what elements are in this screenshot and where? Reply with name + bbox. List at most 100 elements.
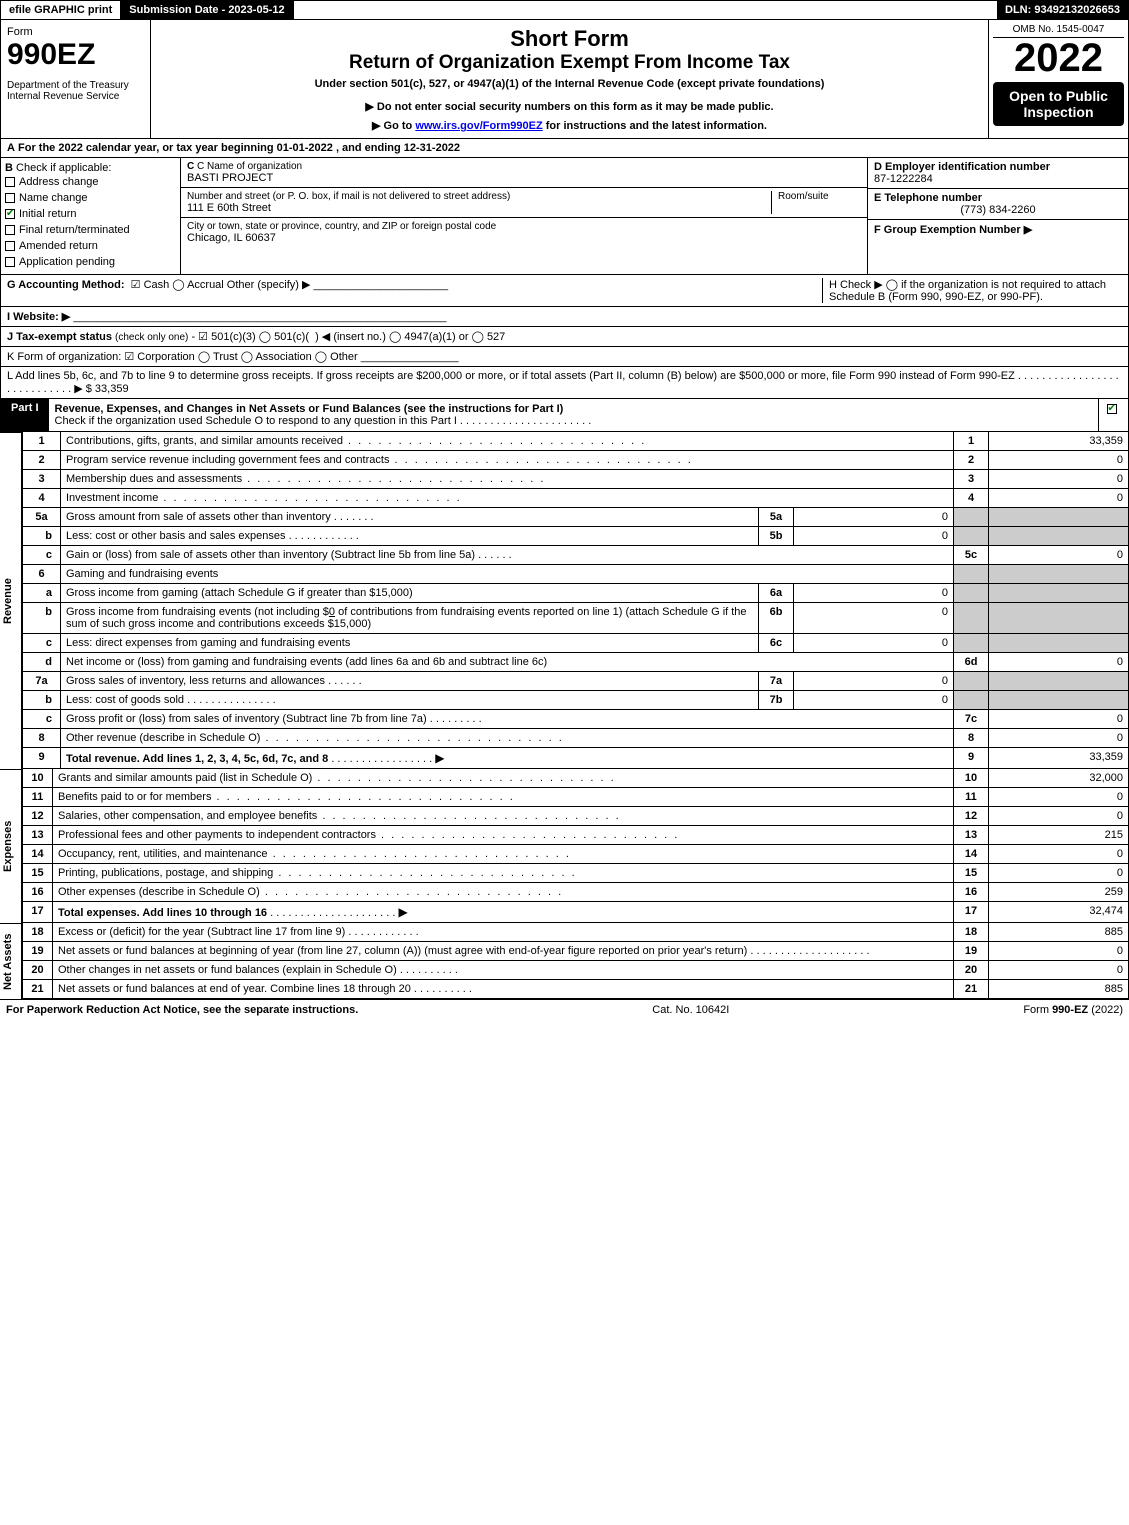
open-inspection-badge: Open to Public Inspection	[993, 82, 1124, 126]
revenue-table: 1Contributions, gifts, grants, and simil…	[22, 432, 1129, 769]
col-c-name-addr: C C Name of organization BASTI PROJECT N…	[181, 158, 868, 274]
revenue-side-label: Revenue	[0, 432, 22, 769]
netassets-table: 18Excess or (deficit) for the year (Subt…	[22, 923, 1129, 999]
table-row: 7aGross sales of inventory, less returns…	[23, 672, 1129, 691]
table-row: 19Net assets or fund balances at beginni…	[23, 942, 1129, 961]
check-final-return[interactable]: Final return/terminated	[5, 222, 176, 238]
check-name-change[interactable]: Name change	[5, 190, 176, 206]
line-1-value: 33,359	[989, 432, 1129, 451]
addr-label: Number and street (or P. O. box, if mail…	[187, 191, 771, 202]
table-row: 4Investment income40	[23, 489, 1129, 508]
line-20-value: 0	[989, 961, 1129, 980]
city-label: City or town, state or province, country…	[187, 221, 861, 232]
form-org-options[interactable]: K Form of organization: ☑ Corporation ◯ …	[7, 351, 358, 363]
phone-value: (773) 834-2260	[874, 204, 1122, 216]
check-amended-return[interactable]: Amended return	[5, 238, 176, 254]
table-row: 9Total revenue. Add lines 1, 2, 3, 4, 5c…	[23, 748, 1129, 769]
ein-label: D Employer identification number	[874, 161, 1122, 173]
line-3-value: 0	[989, 470, 1129, 489]
ssn-note: ▶ Do not enter social security numbers o…	[157, 100, 982, 113]
city-state-zip: Chicago, IL 60637	[187, 232, 861, 244]
col-def: D Employer identification number 87-1222…	[868, 158, 1128, 274]
ein-value: 87-1222284	[874, 173, 1122, 185]
page-footer: For Paperwork Reduction Act Notice, see …	[0, 999, 1129, 1020]
form-ref: Form 990-EZ (2022)	[1023, 1004, 1123, 1016]
line-19-value: 0	[989, 942, 1129, 961]
line-7c-value: 0	[989, 710, 1129, 729]
table-row: 15Printing, publications, postage, and s…	[23, 864, 1129, 883]
row-i-website: I Website: ▶ ___________________________…	[0, 307, 1129, 327]
arrow-icon: ▶	[435, 751, 444, 765]
tax-status-options[interactable]: ☑ 501(c)(3) ◯ 501(c)( ) ◀ (insert no.) ◯…	[198, 331, 505, 343]
form-word: Form	[7, 26, 144, 38]
line-14-value: 0	[989, 845, 1129, 864]
line-8-value: 0	[989, 729, 1129, 748]
form-number: 990EZ	[7, 38, 144, 72]
arrow-icon: ▶	[398, 905, 407, 919]
table-row: 16Other expenses (describe in Schedule O…	[23, 883, 1129, 902]
table-row: 11Benefits paid to or for members110	[23, 788, 1129, 807]
line-9-value: 33,359	[989, 748, 1129, 769]
check-address-change[interactable]: Address change	[5, 174, 176, 190]
line-7a-value: 0	[794, 672, 954, 691]
table-row: 13Professional fees and other payments t…	[23, 826, 1129, 845]
check-initial-return[interactable]: Initial return	[5, 206, 176, 222]
line-5b-value: 0	[794, 527, 954, 546]
catalog-number: Cat. No. 10642I	[652, 1004, 729, 1016]
accounting-method-label: G Accounting Method:	[7, 279, 125, 291]
line-6b-value: 0	[794, 603, 954, 634]
accounting-method-options[interactable]: ☑ Cash ◯ Accrual Other (specify) ▶	[131, 279, 311, 291]
table-row: bLess: cost or other basis and sales exp…	[23, 527, 1129, 546]
line-21-value: 885	[989, 980, 1129, 999]
line-16-value: 259	[989, 883, 1129, 902]
room-label: Room/suite	[778, 191, 861, 202]
row-j-tax-status: J Tax-exempt status (check only one) - ☑…	[0, 327, 1129, 347]
row-a: A For the 2022 calendar year, or tax yea…	[0, 139, 1129, 158]
table-row: 20Other changes in net assets or fund ba…	[23, 961, 1129, 980]
line-18-value: 885	[989, 923, 1129, 942]
col-b-checkboxes: B Check if applicable: Address change Na…	[1, 158, 181, 274]
short-form-title: Short Form	[157, 26, 982, 52]
org-name: BASTI PROJECT	[187, 172, 861, 184]
table-row: 18Excess or (deficit) for the year (Subt…	[23, 923, 1129, 942]
row-h-schedule-b: H Check ▶ ◯ if the organization is not r…	[822, 278, 1122, 303]
line-11-value: 0	[989, 788, 1129, 807]
part-1-checkbox[interactable]	[1098, 399, 1128, 431]
efile-print-link[interactable]: efile GRAPHIC print	[1, 1, 121, 19]
table-row: dNet income or (loss) from gaming and fu…	[23, 653, 1129, 672]
street-address: 111 E 60th Street	[187, 202, 771, 214]
line-10-value: 32,000	[989, 769, 1129, 788]
top-bar: efile GRAPHIC print Submission Date - 20…	[0, 0, 1129, 20]
part-1-header: Part I Revenue, Expenses, and Changes in…	[0, 399, 1129, 432]
table-row: bGross income from fundraising events (n…	[23, 603, 1129, 634]
line-13-value: 215	[989, 826, 1129, 845]
table-row: cGross profit or (loss) from sales of in…	[23, 710, 1129, 729]
part-1-title: Revenue, Expenses, and Changes in Net As…	[55, 403, 564, 415]
form-header: Form 990EZ Department of the Treasury In…	[0, 20, 1129, 139]
expenses-table: 10Grants and similar amounts paid (list …	[22, 769, 1129, 923]
row-l-gross-receipts: L Add lines 5b, 6c, and 7b to line 9 to …	[0, 367, 1129, 399]
table-row: 10Grants and similar amounts paid (list …	[23, 769, 1129, 788]
line-17-value: 32,474	[989, 902, 1129, 923]
table-row: 6Gaming and fundraising events	[23, 565, 1129, 584]
line-6a-value: 0	[794, 584, 954, 603]
tax-year-span: For the 2022 calendar year, or tax year …	[18, 142, 460, 154]
table-row: 2Program service revenue including gover…	[23, 451, 1129, 470]
dln-label: DLN: 93492132026653	[997, 1, 1128, 19]
subtitle: Under section 501(c), 527, or 4947(a)(1)…	[157, 78, 982, 90]
line-6c-value: 0	[794, 634, 954, 653]
paperwork-notice: For Paperwork Reduction Act Notice, see …	[6, 1004, 358, 1016]
table-row: 17Total expenses. Add lines 10 through 1…	[23, 902, 1129, 923]
table-row: 14Occupancy, rent, utilities, and mainte…	[23, 845, 1129, 864]
check-application-pending[interactable]: Application pending	[5, 254, 176, 270]
main-title: Return of Organization Exempt From Incom…	[157, 52, 982, 74]
row-k-form-org: K Form of organization: ☑ Corporation ◯ …	[0, 347, 1129, 367]
table-row: 21Net assets or fund balances at end of …	[23, 980, 1129, 999]
table-row: 5aGross amount from sale of assets other…	[23, 508, 1129, 527]
table-row: 8Other revenue (describe in Schedule O)8…	[23, 729, 1129, 748]
row-g-h: G Accounting Method: ☑ Cash ◯ Accrual Ot…	[0, 275, 1129, 307]
table-row: cLess: direct expenses from gaming and f…	[23, 634, 1129, 653]
table-row: cGain or (loss) from sale of assets othe…	[23, 546, 1129, 565]
table-row: aGross income from gaming (attach Schedu…	[23, 584, 1129, 603]
irs-link[interactable]: www.irs.gov/Form990EZ	[415, 120, 542, 132]
